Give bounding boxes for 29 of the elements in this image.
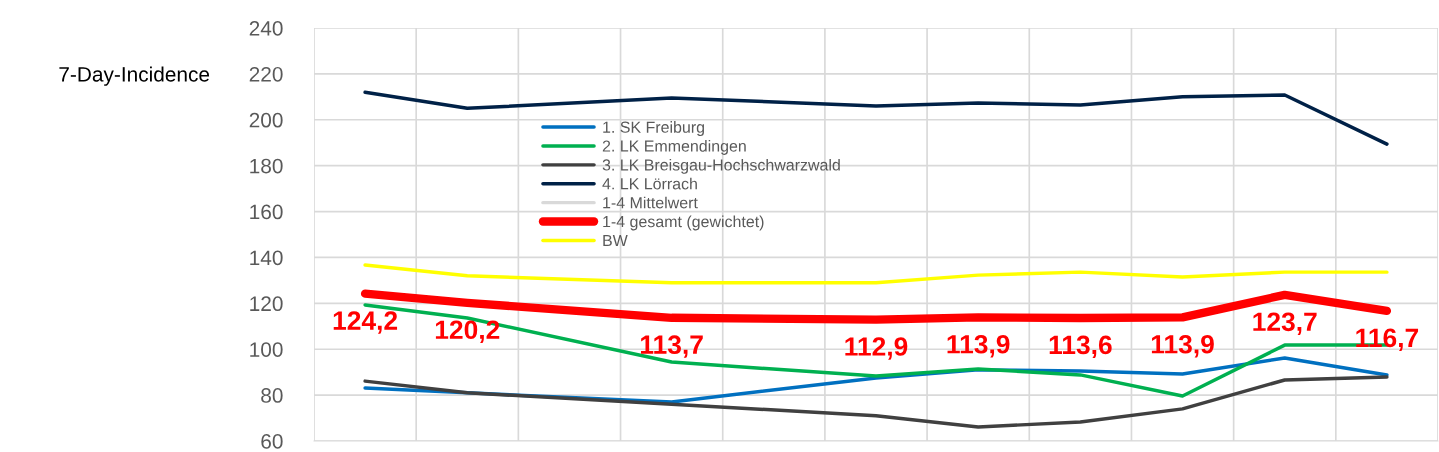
y-tick-label: 200	[249, 112, 283, 128]
legend-label: 1-4 Mittelwert	[603, 196, 698, 209]
y-tick-label: 100	[250, 342, 283, 357]
legend-label: 3. LK Breisgau-Hochschwarzwald	[602, 158, 840, 174]
data-label: 124,2	[333, 311, 398, 334]
data-label: 113,9	[1151, 334, 1214, 358]
legend-label: BW	[603, 235, 628, 246]
legend-label: 1. SK Freiburg	[603, 121, 704, 137]
data-label: 113,6	[1049, 335, 1112, 359]
line-series	[363, 263, 1389, 285]
legend-label: 4. LK Lörrach	[602, 177, 697, 190]
data-label: 116,7	[1356, 328, 1419, 351]
data-label: 123,7	[1253, 312, 1317, 335]
y-tick-label: 220	[249, 66, 283, 82]
legend-label: 1-4 gesamt (gewichtet)	[603, 215, 764, 231]
y-tick-label: 60	[261, 434, 283, 449]
data-label: 120,2	[435, 320, 500, 343]
y-tick-label: 120	[250, 296, 283, 312]
y-tick-label: 80	[261, 388, 283, 403]
data-label: 112,9	[845, 337, 908, 360]
y-tick-label: 160	[250, 204, 283, 220]
y-tick-label: 240	[249, 21, 283, 36]
line-series	[363, 375, 1389, 429]
data-label: 113,9	[947, 334, 1010, 358]
legend-label: 2. LK Emmendingen	[602, 140, 746, 155]
y-tick-label: 140	[250, 250, 283, 266]
data-label: 113,7	[641, 335, 703, 358]
y-axis-title: 7-Day-Incidence	[59, 66, 210, 86]
y-tick-label: 180	[250, 158, 283, 174]
